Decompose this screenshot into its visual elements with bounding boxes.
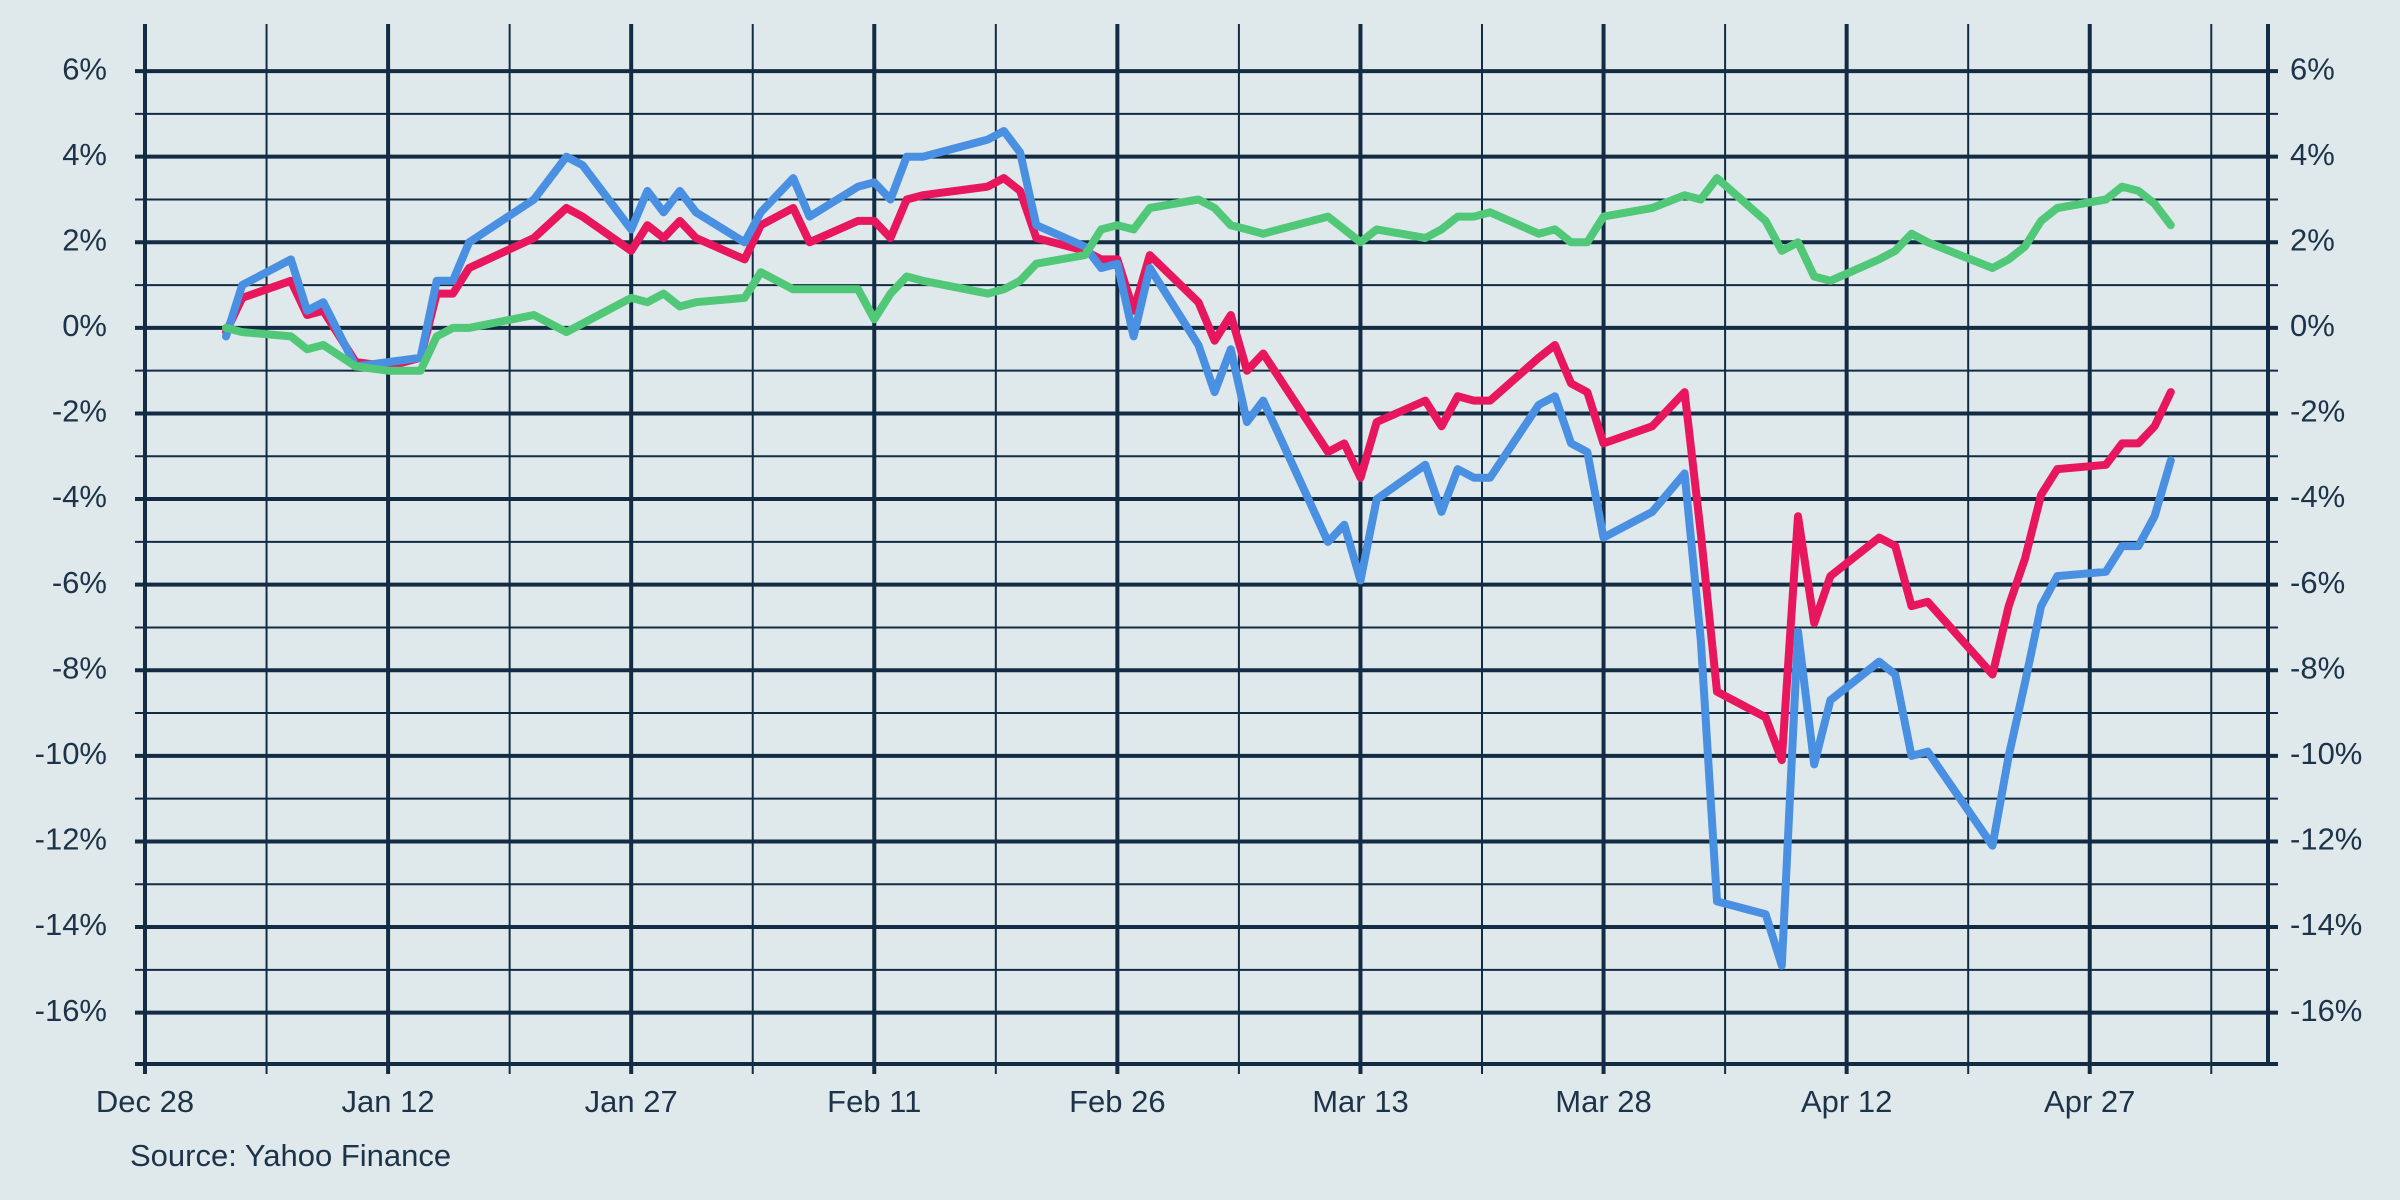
y2-tick-label: -2%	[2290, 394, 2345, 429]
x-tick-label: Dec 28	[96, 1084, 194, 1119]
y-tick-label: 6%	[62, 51, 107, 86]
y-tick-label: -10%	[35, 736, 107, 771]
y-tick-label: -14%	[35, 907, 107, 942]
x-tick-label: Mar 28	[1555, 1084, 1651, 1119]
grid	[135, 24, 2278, 1074]
y-tick-label: -4%	[52, 479, 107, 514]
y2-tick-label: 4%	[2290, 137, 2335, 172]
y-tick-label: -6%	[52, 565, 107, 600]
y2-tick-label: -6%	[2290, 565, 2345, 600]
x-tick-label: Feb 26	[1069, 1084, 1166, 1119]
y-tick-label: 4%	[62, 137, 107, 172]
series-line	[222, 174, 2175, 765]
x-tick-label: Apr 12	[1801, 1084, 1892, 1119]
y-tick-label: 2%	[62, 222, 107, 257]
y-tick-label: -8%	[52, 650, 107, 685]
y-tick-label: -16%	[35, 993, 107, 1028]
y2-tick-label: -14%	[2290, 907, 2362, 942]
labels: -16% -16% -14% -14% -12% -12% -10% -10% -8% -8% -6…	[35, 51, 2363, 1119]
x-tick-label: Mar 13	[1312, 1084, 1408, 1119]
y2-tick-label: 0%	[2290, 308, 2335, 343]
y2-tick-label: -10%	[2290, 736, 2362, 771]
x-tick-label: Jan 27	[585, 1084, 678, 1119]
y-tick-label: -2%	[52, 394, 107, 429]
y2-tick-label: -8%	[2290, 650, 2345, 685]
x-tick-label: Apr 27	[2044, 1084, 2135, 1119]
x-tick-label: Jan 12	[342, 1084, 435, 1119]
series-line	[222, 127, 2175, 970]
y2-tick-label: 2%	[2290, 222, 2335, 257]
y2-tick-label: 6%	[2290, 51, 2335, 86]
x-tick-label: Feb 11	[827, 1084, 921, 1119]
y-tick-label: -12%	[35, 822, 107, 857]
y2-tick-label: -12%	[2290, 822, 2362, 857]
y-tick-label: 0%	[62, 308, 107, 343]
series-line	[222, 174, 2175, 375]
y2-tick-label: -4%	[2290, 479, 2345, 514]
y2-tick-label: -16%	[2290, 993, 2362, 1028]
lines	[222, 127, 2175, 970]
source-note: Source: Yahoo Finance	[130, 1138, 451, 1173]
